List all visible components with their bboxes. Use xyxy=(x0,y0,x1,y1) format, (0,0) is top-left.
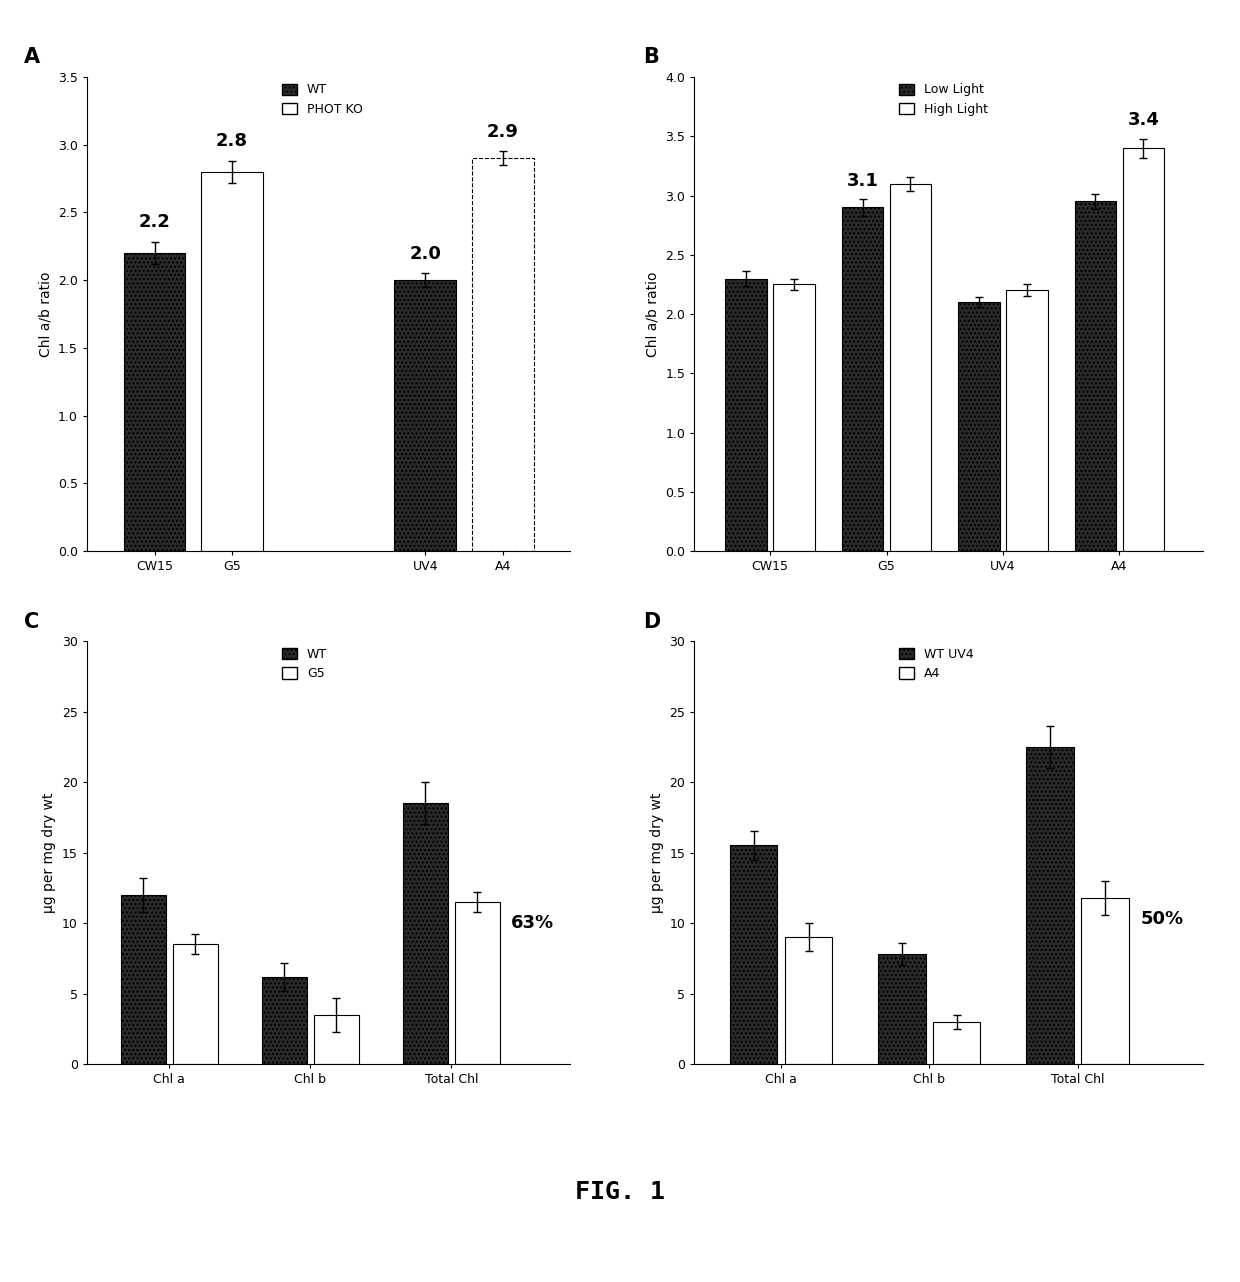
Bar xyxy=(172,944,218,1064)
Bar xyxy=(959,303,999,551)
Text: 2.0: 2.0 xyxy=(409,245,441,263)
Text: 2.8: 2.8 xyxy=(216,132,248,150)
Bar xyxy=(455,903,500,1064)
Legend: WT, PHOT KO: WT, PHOT KO xyxy=(277,78,368,121)
Bar xyxy=(120,895,166,1064)
Bar xyxy=(1122,149,1164,551)
Bar xyxy=(201,172,263,551)
Text: B: B xyxy=(644,46,660,67)
Bar xyxy=(890,183,931,551)
Y-axis label: μg per mg dry wt: μg per mg dry wt xyxy=(650,792,663,913)
Bar xyxy=(932,1022,981,1064)
Y-axis label: Chl a/b ratio: Chl a/b ratio xyxy=(38,272,52,356)
Text: 63%: 63% xyxy=(511,914,554,932)
Bar xyxy=(878,954,925,1064)
Bar xyxy=(403,803,448,1064)
Text: 2.2: 2.2 xyxy=(139,213,170,232)
Text: C: C xyxy=(24,613,40,632)
Bar xyxy=(1081,897,1128,1064)
Bar xyxy=(725,278,766,551)
Y-axis label: μg per mg dry wt: μg per mg dry wt xyxy=(42,792,56,913)
Bar xyxy=(785,937,832,1064)
Text: A: A xyxy=(24,46,40,67)
Text: 3.1: 3.1 xyxy=(847,172,878,190)
Legend: WT, G5: WT, G5 xyxy=(277,644,332,686)
Text: 2.9: 2.9 xyxy=(487,123,518,141)
Bar xyxy=(1006,291,1048,551)
Bar xyxy=(1027,746,1074,1064)
Text: 3.4: 3.4 xyxy=(1127,112,1159,129)
Text: D: D xyxy=(644,613,661,632)
Y-axis label: Chl a/b ratio: Chl a/b ratio xyxy=(646,272,660,356)
Bar xyxy=(124,253,186,551)
Text: FIG. 1: FIG. 1 xyxy=(575,1181,665,1204)
Bar xyxy=(394,281,456,551)
Text: 50%: 50% xyxy=(1141,910,1184,928)
Bar xyxy=(842,208,883,551)
Bar xyxy=(471,158,533,551)
Bar xyxy=(730,846,777,1064)
Bar xyxy=(314,1015,358,1064)
Bar xyxy=(774,285,815,551)
Legend: Low Light, High Light: Low Light, High Light xyxy=(894,78,993,121)
Legend: WT UV4, A4: WT UV4, A4 xyxy=(894,644,978,686)
Bar xyxy=(1075,201,1116,551)
Bar xyxy=(262,977,306,1064)
